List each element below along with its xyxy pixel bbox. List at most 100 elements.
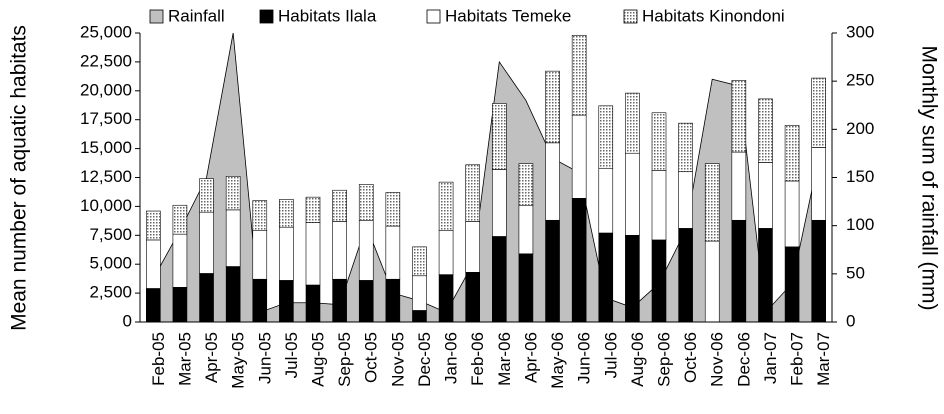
bar-segment [545, 142, 560, 221]
bar-segment [571, 114, 587, 199]
x-tick-label: May-06 [548, 332, 567, 389]
x-tick-label: Jul-05 [282, 332, 301, 378]
x-tick-label: Oct-06 [681, 332, 700, 383]
bar-segment [279, 199, 294, 228]
x-tick-label: Apr-05 [202, 332, 221, 383]
legend-label: Habitats Temeke [445, 6, 571, 25]
y-tick-label: 15,000 [80, 138, 132, 157]
bar-segment [784, 125, 800, 182]
y2-tick-label: 150 [846, 167, 874, 186]
bar-segment [225, 176, 241, 211]
bar-segment [784, 180, 800, 248]
x-tick-label: Nov-05 [388, 332, 407, 387]
x-tick-label: Mar-06 [495, 332, 514, 386]
bar-segment [651, 112, 667, 171]
bar-segment [225, 266, 241, 323]
x-tick-label: May-05 [229, 332, 248, 389]
bar-segment [358, 280, 374, 323]
bar-segment [199, 211, 214, 274]
bar-segment [731, 151, 747, 221]
bar-segment [625, 152, 640, 236]
bar-segment [704, 240, 720, 323]
bar-segment [518, 253, 534, 323]
bar-segment [279, 280, 294, 323]
y2-tick-label: 200 [846, 119, 874, 138]
bar-segment [305, 196, 321, 223]
bar-segment [199, 273, 214, 323]
x-tick-label: Mar-07 [814, 332, 833, 386]
legend-swatch [259, 9, 274, 24]
rainfall-area [152, 32, 820, 323]
bar-segment [279, 226, 294, 281]
bar-segment [811, 147, 826, 221]
bar-segment [731, 219, 747, 323]
x-tick-label: Dec-06 [734, 332, 753, 387]
y-tick-label: 25,000 [80, 22, 132, 41]
bar-segment [146, 239, 161, 289]
bar-segment [678, 171, 693, 229]
bar-segment [305, 284, 321, 323]
y2-tick-label: 300 [846, 22, 874, 41]
x-tick-label: Sep-05 [335, 332, 354, 387]
bar-segment [412, 246, 427, 277]
y-tick-label: 17,500 [80, 109, 132, 128]
y-axis-title: Mean number of aquatic habitats [8, 25, 31, 331]
bar-segment [252, 230, 268, 280]
x-tick-label: Aug-06 [628, 332, 647, 387]
bar-segment [438, 274, 454, 323]
bar-segment [492, 236, 507, 323]
bar-segment [172, 233, 188, 288]
legend-swatch [426, 9, 441, 24]
bar-segment [731, 80, 747, 153]
x-tick-label: Jan-07 [761, 332, 780, 384]
bar-segment [625, 92, 640, 154]
bar-segment [385, 192, 401, 227]
bar-segment [438, 230, 454, 275]
y-tick-label: 7,500 [89, 225, 132, 244]
bar-segment [332, 189, 347, 222]
x-tick-label: Jun-05 [255, 332, 274, 384]
bar-segment [146, 288, 161, 323]
bar-segment [385, 225, 401, 280]
y2-axis-title: Monthly sum of rainfall (mm) [917, 46, 940, 311]
x-tick-label: Feb-07 [788, 332, 807, 386]
bar-segment [225, 209, 241, 267]
bar-segment [358, 219, 374, 281]
x-tick-label: Aug-05 [308, 332, 327, 387]
bar-segment [465, 164, 480, 222]
y2-tick-label: 250 [846, 71, 874, 90]
bar-segment [358, 184, 374, 221]
bar-segment [811, 219, 826, 323]
bar-segment [678, 122, 693, 173]
bar-segment [704, 163, 720, 242]
bar-segment [758, 162, 773, 229]
x-tick-label: Feb-05 [149, 332, 168, 386]
bar-segment [518, 163, 534, 206]
bar-segment [651, 170, 667, 241]
legend-label: Habitats Ilala [278, 6, 377, 25]
bar-segment [571, 198, 587, 323]
y-tick-label: 20,000 [80, 80, 132, 99]
bar-segment [146, 210, 161, 241]
bar-segment [332, 221, 347, 280]
x-tick-label: Sep-06 [654, 332, 673, 387]
x-tick-label: Apr-06 [521, 332, 540, 383]
x-tick-label: Nov-06 [708, 332, 727, 387]
bar-segment [305, 222, 321, 286]
bar-segment [412, 275, 427, 311]
bar-segment [199, 178, 214, 213]
y-tick-label: 22,500 [80, 51, 132, 70]
bar-segment [651, 239, 667, 323]
bar-segment [412, 310, 427, 323]
bar-segment [784, 246, 800, 323]
legend-label: Habitats Kinondoni [642, 6, 785, 25]
x-tick-label: Oct-05 [362, 332, 381, 383]
bar-segment [625, 235, 640, 323]
bar-segment [172, 204, 188, 235]
bar-segment [492, 169, 507, 237]
x-tick-label: Mar-05 [175, 332, 194, 386]
bar-segment [332, 278, 347, 323]
y-tick-label: 0 [123, 311, 132, 330]
bar-segment [492, 103, 507, 170]
bar-segment [571, 35, 587, 116]
